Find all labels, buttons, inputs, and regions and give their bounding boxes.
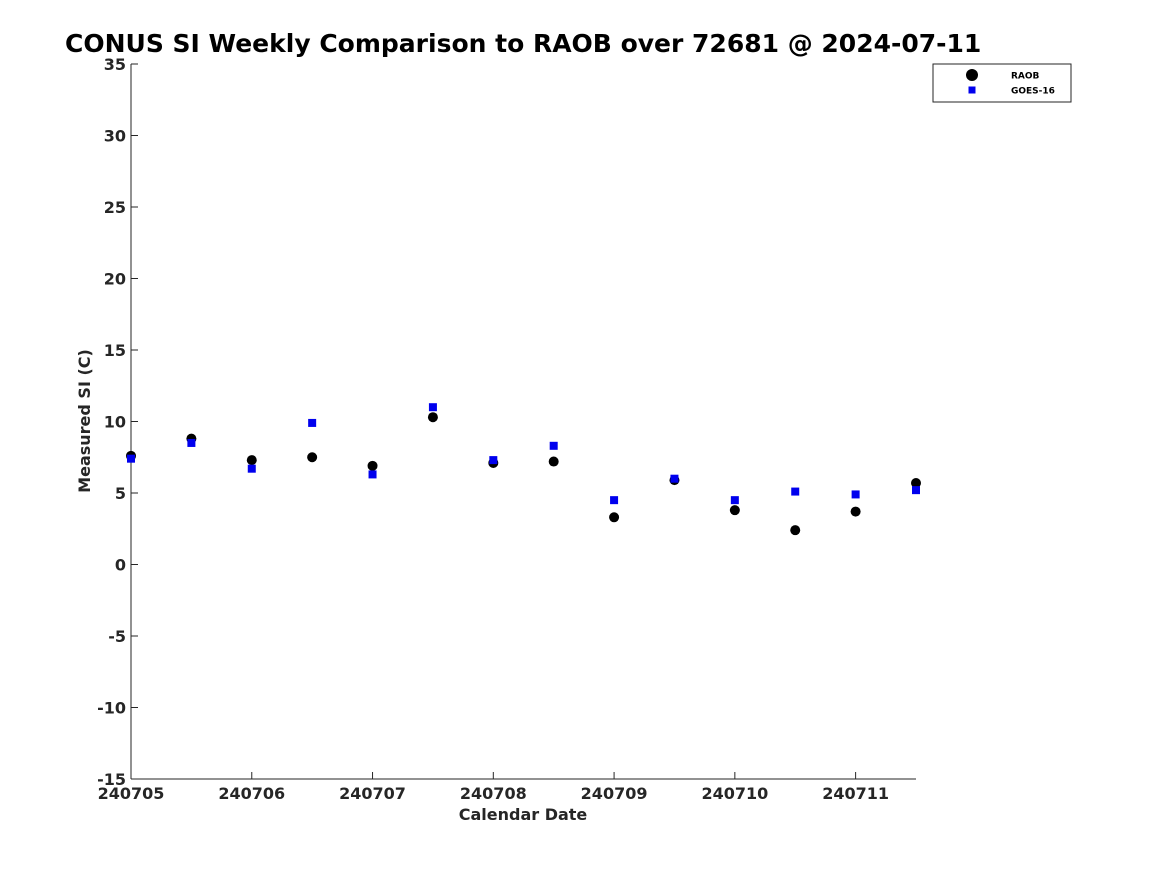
point-goes16 bbox=[127, 454, 135, 463]
point-raob bbox=[548, 456, 559, 467]
y-tick-label: 30 bbox=[104, 127, 126, 146]
x-tick-label: 240709 bbox=[581, 784, 648, 803]
x-tick-label: 240705 bbox=[98, 784, 165, 803]
legend-label-raob: RAOB bbox=[1011, 72, 1040, 82]
point-raob bbox=[307, 452, 318, 463]
x-tick-label: 240707 bbox=[339, 784, 406, 803]
x-axis-label: Calendar Date bbox=[459, 805, 588, 824]
point-goes16 bbox=[489, 456, 498, 465]
point-goes16 bbox=[851, 490, 860, 499]
y-tick-label: 5 bbox=[115, 484, 126, 503]
point-goes16 bbox=[308, 418, 317, 427]
y-tick-label: 35 bbox=[104, 55, 126, 74]
x-tick-label: 240706 bbox=[218, 784, 285, 803]
point-raob bbox=[367, 460, 378, 471]
legend-box bbox=[932, 63, 1072, 103]
legend-label-goes16: GOES-16 bbox=[1011, 87, 1055, 97]
y-tick-label: -15 bbox=[97, 770, 126, 789]
legend-marker-raob bbox=[966, 69, 978, 81]
y-tick-label: 15 bbox=[104, 341, 126, 360]
data-points bbox=[126, 403, 921, 536]
point-raob bbox=[850, 506, 861, 517]
y-tick-label: 25 bbox=[104, 198, 126, 217]
x-tick-label: 240710 bbox=[701, 784, 768, 803]
x-tick-label: 240708 bbox=[460, 784, 527, 803]
point-raob bbox=[729, 505, 740, 516]
point-raob bbox=[246, 455, 257, 466]
point-goes16 bbox=[912, 486, 920, 495]
point-goes16 bbox=[730, 496, 739, 505]
point-goes16 bbox=[368, 470, 377, 479]
point-goes16 bbox=[187, 438, 196, 447]
point-goes16 bbox=[428, 403, 437, 412]
y-tick-label: 0 bbox=[115, 556, 126, 575]
x-tick-label: 240711 bbox=[822, 784, 889, 803]
y-tick-label: 20 bbox=[104, 270, 126, 289]
point-goes16 bbox=[247, 464, 256, 473]
legend-marker-goes16 bbox=[968, 86, 976, 94]
y-axis-label: Measured SI (C) bbox=[75, 349, 94, 493]
y-tick-label: 10 bbox=[104, 413, 126, 432]
chart-title: CONUS SI Weekly Comparison to RAOB over … bbox=[65, 29, 981, 58]
x-ticks: 240705 240706 240707 240708 240709 240710 2407… bbox=[98, 772, 889, 803]
point-goes16 bbox=[610, 496, 619, 505]
y-ticks: -15 -10 -5 0 5 10 15 20 25 30 35 bbox=[97, 55, 138, 789]
point-raob bbox=[790, 525, 801, 536]
point-goes16 bbox=[670, 474, 679, 483]
legend: RAOB GOES-16 bbox=[932, 63, 1072, 103]
point-goes16 bbox=[791, 487, 800, 496]
y-tick-label: -10 bbox=[97, 699, 126, 718]
point-goes16 bbox=[549, 441, 558, 450]
point-raob bbox=[911, 477, 921, 488]
point-raob bbox=[609, 512, 620, 523]
point-raob bbox=[427, 412, 438, 423]
y-tick-label: -5 bbox=[108, 627, 126, 646]
